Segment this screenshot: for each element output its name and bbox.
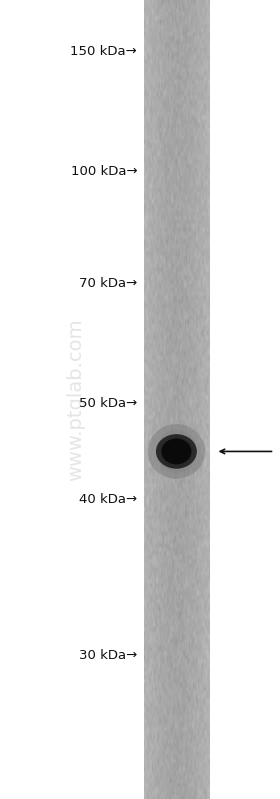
Ellipse shape [172, 447, 181, 455]
Text: 100 kDa→: 100 kDa→ [71, 165, 137, 178]
Text: 70 kDa→: 70 kDa→ [79, 277, 137, 290]
Ellipse shape [164, 439, 189, 464]
Ellipse shape [160, 434, 193, 469]
Ellipse shape [152, 426, 200, 477]
Ellipse shape [156, 430, 197, 473]
Ellipse shape [148, 424, 205, 479]
Text: 30 kDa→: 30 kDa→ [79, 649, 137, 662]
Ellipse shape [161, 439, 192, 464]
Text: 150 kDa→: 150 kDa→ [71, 46, 137, 58]
Ellipse shape [168, 443, 185, 460]
Text: www.ptglab.com: www.ptglab.com [66, 318, 85, 481]
Text: 50 kDa→: 50 kDa→ [79, 397, 137, 410]
Ellipse shape [156, 434, 197, 469]
Text: 40 kDa→: 40 kDa→ [79, 493, 137, 506]
